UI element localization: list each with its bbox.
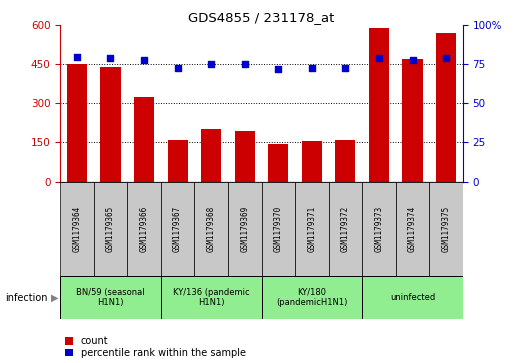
Text: GSM1179369: GSM1179369 [240, 205, 249, 252]
Bar [127, 182, 161, 276]
Bar [262, 182, 295, 276]
Bar [335, 140, 356, 182]
Bar [396, 182, 429, 276]
Bar [60, 182, 94, 276]
Point [207, 61, 215, 68]
Bar [262, 276, 362, 319]
Text: BN/59 (seasonal
H1N1): BN/59 (seasonal H1N1) [76, 288, 145, 307]
Bar [328, 182, 362, 276]
Bar [403, 59, 423, 182]
Text: GSM1179370: GSM1179370 [274, 205, 283, 252]
Point [274, 66, 282, 72]
Text: GSM1179375: GSM1179375 [441, 205, 451, 252]
Bar [362, 276, 463, 319]
Bar [369, 28, 389, 182]
Bar [100, 67, 120, 182]
Text: GDS4855 / 231178_at: GDS4855 / 231178_at [188, 11, 335, 24]
Point [341, 65, 349, 70]
Bar [295, 182, 328, 276]
Point [241, 61, 249, 68]
Bar [134, 97, 154, 182]
Point [106, 55, 115, 61]
Bar [161, 182, 195, 276]
Bar [161, 276, 262, 319]
Bar [235, 131, 255, 182]
Legend: count, percentile rank within the sample: count, percentile rank within the sample [65, 336, 246, 358]
Bar [167, 140, 188, 182]
Text: GSM1179371: GSM1179371 [308, 205, 316, 252]
Text: GSM1179367: GSM1179367 [173, 205, 182, 252]
Bar [429, 182, 463, 276]
Bar [228, 182, 262, 276]
Point [442, 55, 450, 61]
Bar [67, 65, 87, 182]
Text: GSM1179374: GSM1179374 [408, 205, 417, 252]
Text: GSM1179372: GSM1179372 [341, 205, 350, 252]
Bar [94, 182, 127, 276]
Bar [195, 182, 228, 276]
Point [140, 57, 148, 63]
Point [308, 65, 316, 70]
Text: uninfected: uninfected [390, 293, 435, 302]
Text: GSM1179373: GSM1179373 [374, 205, 383, 252]
Point [375, 55, 383, 61]
Bar [201, 130, 221, 182]
Bar [268, 144, 288, 182]
Point [408, 57, 417, 63]
Text: ▶: ▶ [51, 293, 59, 303]
Text: GSM1179368: GSM1179368 [207, 205, 215, 252]
Text: KY/180
(pandemicH1N1): KY/180 (pandemicH1N1) [276, 288, 347, 307]
Text: GSM1179366: GSM1179366 [140, 205, 149, 252]
Point [174, 65, 182, 70]
Text: infection: infection [5, 293, 48, 303]
Point [73, 54, 81, 60]
Text: GSM1179365: GSM1179365 [106, 205, 115, 252]
Text: KY/136 (pandemic
H1N1): KY/136 (pandemic H1N1) [173, 288, 249, 307]
Bar [60, 276, 161, 319]
Bar [362, 182, 396, 276]
Bar [436, 33, 456, 182]
Bar [302, 141, 322, 182]
Text: GSM1179364: GSM1179364 [72, 205, 82, 252]
